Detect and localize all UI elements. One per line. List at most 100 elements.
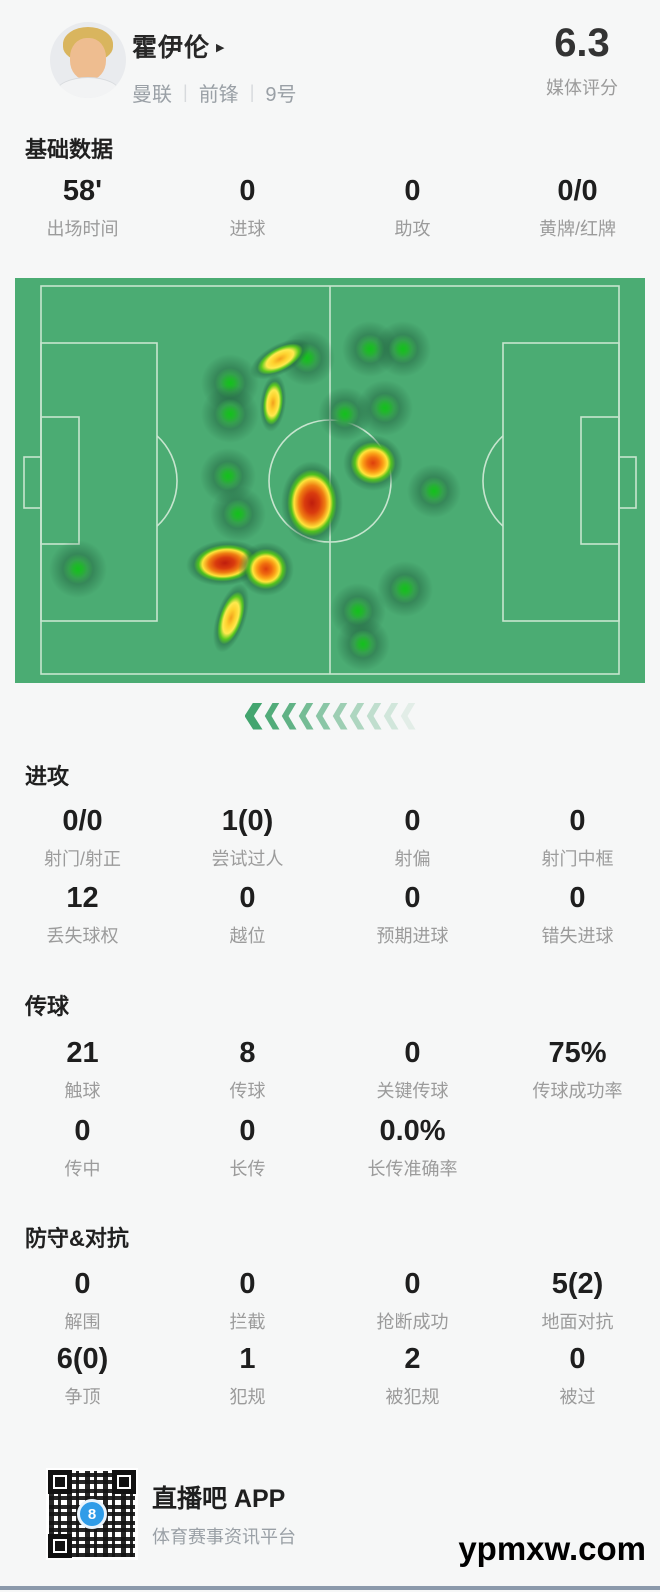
stat-value: 0 [74, 1268, 91, 1300]
heat-spot [377, 561, 433, 617]
player-team: 曼联 [132, 84, 172, 106]
player-header[interactable]: 霍伊伦 ▶ [132, 28, 224, 64]
passing-stats-row-2: 0 传中 0 长传 0.0% 长传准确率 [0, 1116, 660, 1181]
stat-label: 射门中框 [541, 849, 614, 869]
stat-cell: 0/0 射门/射正 [0, 806, 165, 871]
watermark: ypmxw.com [458, 1530, 646, 1567]
stat-label: 长传 [229, 1159, 266, 1179]
stat-value: 1 [239, 1343, 256, 1375]
heat-layer [15, 278, 645, 683]
zhibo8-logo-icon: 8 [77, 1499, 107, 1529]
avatar-face [70, 38, 106, 80]
rating-value: 6.3 [554, 21, 610, 65]
heat-spot [184, 536, 266, 590]
stat-label: 传球 [229, 1081, 266, 1101]
stat-label: 拦截 [229, 1312, 266, 1332]
stat-cell: 1 犯规 [165, 1344, 330, 1409]
stat-cell: 0 拦截 [165, 1269, 330, 1334]
stat-value: 2 [404, 1343, 421, 1375]
heat-spot [257, 372, 289, 434]
section-title-defense: 防守&对抗 [25, 1226, 129, 1251]
stat-value: 0 [239, 1268, 256, 1300]
stat-cell: 75% 传球成功率 [495, 1038, 660, 1103]
stat-value: 0 [404, 882, 421, 914]
stat-value: 0 [569, 882, 586, 914]
player-detail-arrow-icon[interactable]: ▶ [216, 42, 225, 54]
stat-label: 传球成功率 [532, 1081, 623, 1101]
stat-label: 进球 [229, 219, 266, 239]
stat-label: 犯规 [229, 1387, 266, 1407]
stat-value: 0 [569, 1343, 586, 1375]
section-title-basic: 基础数据 [25, 137, 114, 162]
stat-value: 0 [239, 882, 256, 914]
app-name: 直播吧 APP [152, 1485, 286, 1513]
stat-value: 75% [548, 1037, 607, 1069]
stat-cell: 0 错失进球 [495, 883, 660, 948]
stat-cell-empty [495, 1116, 660, 1181]
avatar-shirt [56, 78, 120, 98]
stat-value: 1(0) [221, 805, 274, 837]
stat-label: 触球 [64, 1081, 101, 1101]
stat-value: 0 [404, 805, 421, 837]
stat-label: 抢断成功 [376, 1312, 449, 1332]
heat-spot [281, 461, 343, 545]
stat-cell: 6(0) 争顶 [0, 1344, 165, 1409]
stat-cell: 8 传球 [165, 1038, 330, 1103]
stat-label: 被犯规 [385, 1387, 440, 1407]
stat-value: 0.0% [379, 1115, 446, 1147]
stat-label: 助攻 [394, 219, 431, 239]
stat-cell: 5(2) 地面对抗 [495, 1269, 660, 1334]
heat-spot [336, 617, 390, 671]
stat-cell: 21 触球 [0, 1038, 165, 1103]
defense-stats-row-1: 0 解围 0 拦截 0 抢断成功 5(2) 地面对抗 [0, 1269, 660, 1334]
rating-label: 媒体评分 [546, 78, 618, 98]
media-rating: 6.3 媒体评分 [534, 22, 630, 100]
stat-cell: 0 助攻 [330, 176, 495, 241]
stat-label: 解围 [64, 1312, 101, 1332]
passing-stats-row-1: 21 触球 8 传球 0 关键传球 75% 传球成功率 [0, 1038, 660, 1103]
bottom-divider [0, 1586, 660, 1590]
stat-cell: 0.0% 长传准确率 [330, 1116, 495, 1181]
heatmap-pitch [15, 278, 645, 683]
attack-direction-chevrons-icon [0, 702, 660, 730]
stat-value: 0/0 [62, 805, 103, 837]
section-title-passing: 传球 [25, 994, 70, 1019]
stat-value: 6(0) [56, 1343, 109, 1375]
stat-cell: 0 被过 [495, 1344, 660, 1409]
stat-label: 射门/射正 [43, 849, 121, 869]
qr-code: 8 [46, 1468, 138, 1560]
stat-label: 越位 [229, 926, 266, 946]
stat-cell: 0 传中 [0, 1116, 165, 1181]
stat-cell: 0 预期进球 [330, 883, 495, 948]
separator: | [183, 82, 188, 102]
stat-label: 错失进球 [541, 926, 614, 946]
qr-finder-icon [48, 1470, 72, 1494]
defense-stats-row-2: 6(0) 争顶 1 犯规 2 被犯规 0 被过 [0, 1344, 660, 1409]
player-subinfo: 曼联 | 前锋 | 9号 [132, 78, 297, 107]
heat-spot [342, 321, 398, 377]
stat-label: 长传准确率 [367, 1159, 458, 1179]
stat-value: 12 [66, 882, 99, 914]
stat-cell: 0 抢断成功 [330, 1269, 495, 1334]
player-avatar[interactable] [50, 22, 126, 98]
stat-cell: 2 被犯规 [330, 1344, 495, 1409]
heat-spot [49, 540, 107, 598]
heat-spot [205, 579, 257, 657]
basic-stats-row: 58' 出场时间 0 进球 0 助攻 0/0 黄牌/红牌 [0, 176, 660, 241]
heat-spot [201, 354, 259, 412]
stat-cell: 0 长传 [165, 1116, 330, 1181]
stat-value: 5(2) [551, 1268, 604, 1300]
heat-spot [201, 385, 259, 443]
stat-cell: 1(0) 尝试过人 [165, 806, 330, 871]
stat-label: 丢失球权 [46, 926, 119, 946]
heat-spot [243, 330, 317, 388]
stat-cell: 58' 出场时间 [0, 176, 165, 241]
stat-cell: 0 解围 [0, 1269, 165, 1334]
stat-value: 0 [404, 1037, 421, 1069]
heat-spot [330, 583, 386, 639]
heat-spot [200, 448, 256, 504]
stat-label: 尝试过人 [211, 849, 284, 869]
heat-spot [318, 387, 372, 441]
qr-finder-icon [48, 1534, 72, 1558]
